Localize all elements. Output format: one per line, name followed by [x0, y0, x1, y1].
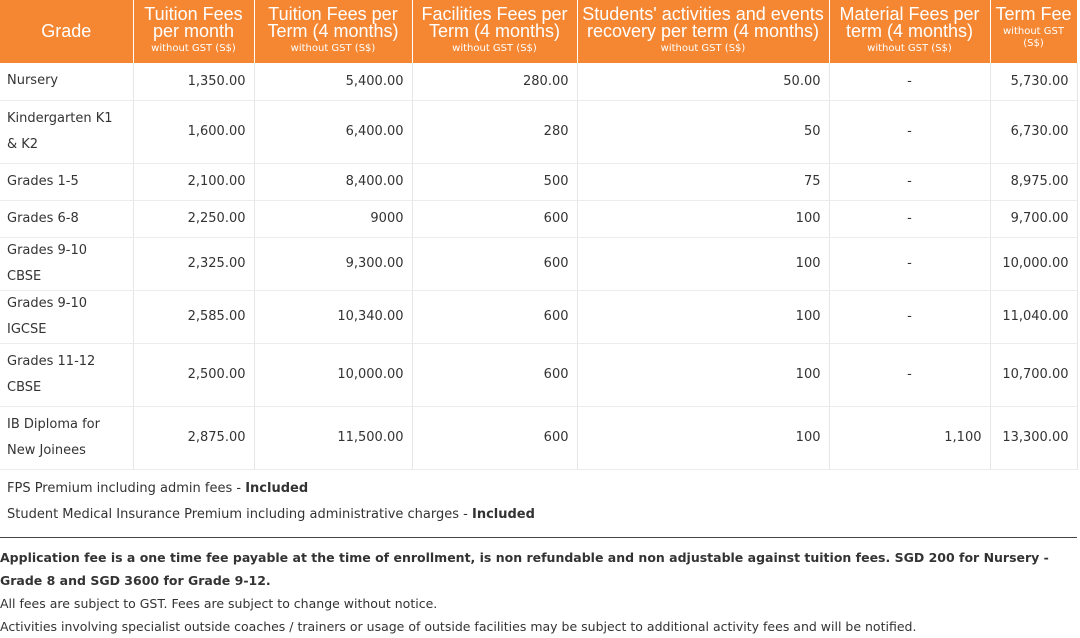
monthly-cell: 2,325.00 — [133, 237, 255, 291]
fps-premium-note: FPS Premium including admin fees - Inclu… — [0, 476, 1080, 502]
grade-cell: Grades 9-10 IGCSE — [0, 290, 134, 344]
facilities-cell: 600 — [412, 200, 578, 238]
facilities-cell: 280.00 — [412, 63, 578, 101]
header-tuition-month: Tuition Fees per month without GST (S$) — [133, 0, 255, 63]
header-term-fee: Term Fee without GST (S$) — [990, 0, 1078, 63]
term-cell: 10,000.00 — [254, 343, 413, 407]
activities-note: Activities involving specialist outside … — [0, 619, 917, 634]
section-divider — [0, 537, 1077, 538]
header-label: Students' activities and events recovery… — [582, 4, 824, 41]
grade-cell: Grades 6-8 — [0, 200, 134, 238]
header-label: Material Fees per term (4 months) — [839, 4, 980, 41]
header-sublabel: without GST (S$) — [867, 43, 952, 54]
table-row: Kindergarten K1 & K2 1,600.00 6,400.00 2… — [0, 100, 1078, 164]
term-fee-cell: 8,975.00 — [990, 163, 1078, 201]
table-row: Nursery 1,350.00 5,400.00 280.00 50.00 -… — [0, 63, 1078, 101]
header-label: Facilities Fees per Term (4 months) — [421, 4, 568, 41]
facilities-cell: 600 — [412, 406, 578, 470]
activities-cell: 50 — [577, 100, 830, 164]
material-cell: - — [829, 200, 991, 238]
header-row: Grade Tuition Fees per month without GST… — [0, 0, 1078, 63]
medical-insurance-status: Included — [471, 506, 535, 522]
header-grade: Grade — [0, 0, 134, 63]
table-row: IB Diploma for New Joinees 2,875.00 11,5… — [0, 406, 1078, 470]
term-cell: 8,400.00 — [254, 163, 413, 201]
monthly-cell: 2,250.00 — [133, 200, 255, 238]
header-sublabel: without GST (S$) — [660, 43, 746, 54]
header-label: Tuition Fees per Term (4 months) — [267, 4, 399, 41]
header-label: Tuition Fees per month — [144, 4, 243, 41]
term-fee-cell: 11,040.00 — [990, 290, 1078, 344]
term-cell: 9,300.00 — [254, 237, 413, 291]
material-cell: - — [829, 343, 991, 407]
medical-insurance-text: Student Medical Insurance Premium includ… — [7, 506, 472, 522]
header-tuition-term: Tuition Fees per Term (4 months) without… — [254, 0, 413, 63]
header-activities: Students' activities and events recovery… — [577, 0, 830, 63]
term-fee-cell: 10,700.00 — [990, 343, 1078, 407]
fps-premium-text: FPS Premium including admin fees - — [7, 480, 246, 496]
activities-cell: 100 — [577, 406, 830, 470]
fee-table: Grade Tuition Fees per month without GST… — [0, 0, 1078, 470]
material-cell: 1,100 — [829, 406, 991, 470]
term-cell: 9000 — [254, 200, 413, 238]
term-fee-cell: 10,000.00 — [990, 237, 1078, 291]
grade-cell: Nursery — [0, 63, 134, 101]
facilities-cell: 500 — [412, 163, 578, 201]
table-row: Grades 9-10 IGCSE 2,585.00 10,340.00 600… — [0, 290, 1078, 344]
material-cell: - — [829, 63, 991, 101]
term-cell: 10,340.00 — [254, 290, 413, 344]
header-label: Grade — [41, 21, 92, 41]
activities-cell: 75 — [577, 163, 830, 201]
activities-cell: 100 — [577, 237, 830, 291]
monthly-cell: 1,600.00 — [133, 100, 255, 164]
table-row: Grades 11-12 CBSE 2,500.00 10,000.00 600… — [0, 343, 1078, 407]
activities-cell: 100 — [577, 200, 830, 238]
monthly-cell: 2,875.00 — [133, 406, 255, 470]
material-cell: - — [829, 290, 991, 344]
fps-premium-status: Included — [245, 480, 309, 496]
term-cell: 11,500.00 — [254, 406, 413, 470]
facilities-cell: 600 — [412, 290, 578, 344]
header-sublabel: without GST (S$) — [452, 43, 537, 54]
monthly-cell: 2,100.00 — [133, 163, 255, 201]
header-label: Term Fee — [995, 4, 1072, 24]
grade-cell: Grades 1-5 — [0, 163, 134, 201]
header-sublabel: without GST (S$) — [1003, 26, 1064, 49]
material-cell: - — [829, 163, 991, 201]
grade-cell: Kindergarten K1 & K2 — [0, 100, 134, 164]
activities-cell: 100 — [577, 290, 830, 344]
gst-note: All fees are subject to GST. Fees are su… — [0, 596, 438, 611]
grade-cell: Grades 11-12 CBSE — [0, 343, 134, 407]
grade-cell: Grades 9-10 CBSE — [0, 237, 134, 291]
application-fee-note: Application fee is a one time fee payabl… — [0, 550, 1049, 588]
header-sublabel: without GST (S$) — [290, 43, 376, 54]
header-facilities: Facilities Fees per Term (4 months) with… — [412, 0, 578, 63]
table-row: Grades 1-5 2,100.00 8,400.00 500 75 - 8,… — [0, 163, 1078, 201]
monthly-cell: 1,350.00 — [133, 63, 255, 101]
table-row: Grades 6-8 2,250.00 9000 600 100 - 9,700… — [0, 200, 1078, 238]
facilities-cell: 600 — [412, 343, 578, 407]
term-fee-cell: 13,300.00 — [990, 406, 1078, 470]
material-cell: - — [829, 237, 991, 291]
material-cell: - — [829, 100, 991, 164]
header-sublabel: without GST (S$) — [151, 43, 236, 54]
grade-cell: IB Diploma for New Joinees — [0, 406, 134, 470]
facilities-cell: 600 — [412, 237, 578, 291]
header-material: Material Fees per term (4 months) withou… — [829, 0, 991, 63]
term-fee-cell: 6,730.00 — [990, 100, 1078, 164]
fee-footnotes: Application fee is a one time fee payabl… — [0, 546, 1077, 638]
monthly-cell: 2,500.00 — [133, 343, 255, 407]
activities-cell: 50.00 — [577, 63, 830, 101]
medical-insurance-note: Student Medical Insurance Premium includ… — [0, 502, 1080, 528]
term-cell: 5,400.00 — [254, 63, 413, 101]
facilities-cell: 280 — [412, 100, 578, 164]
fee-schedule: Grade Tuition Fees per month without GST… — [0, 0, 1080, 528]
term-fee-cell: 5,730.00 — [990, 63, 1078, 101]
monthly-cell: 2,585.00 — [133, 290, 255, 344]
term-fee-cell: 9,700.00 — [990, 200, 1078, 238]
table-row: Grades 9-10 CBSE 2,325.00 9,300.00 600 1… — [0, 237, 1078, 291]
term-cell: 6,400.00 — [254, 100, 413, 164]
activities-cell: 100 — [577, 343, 830, 407]
